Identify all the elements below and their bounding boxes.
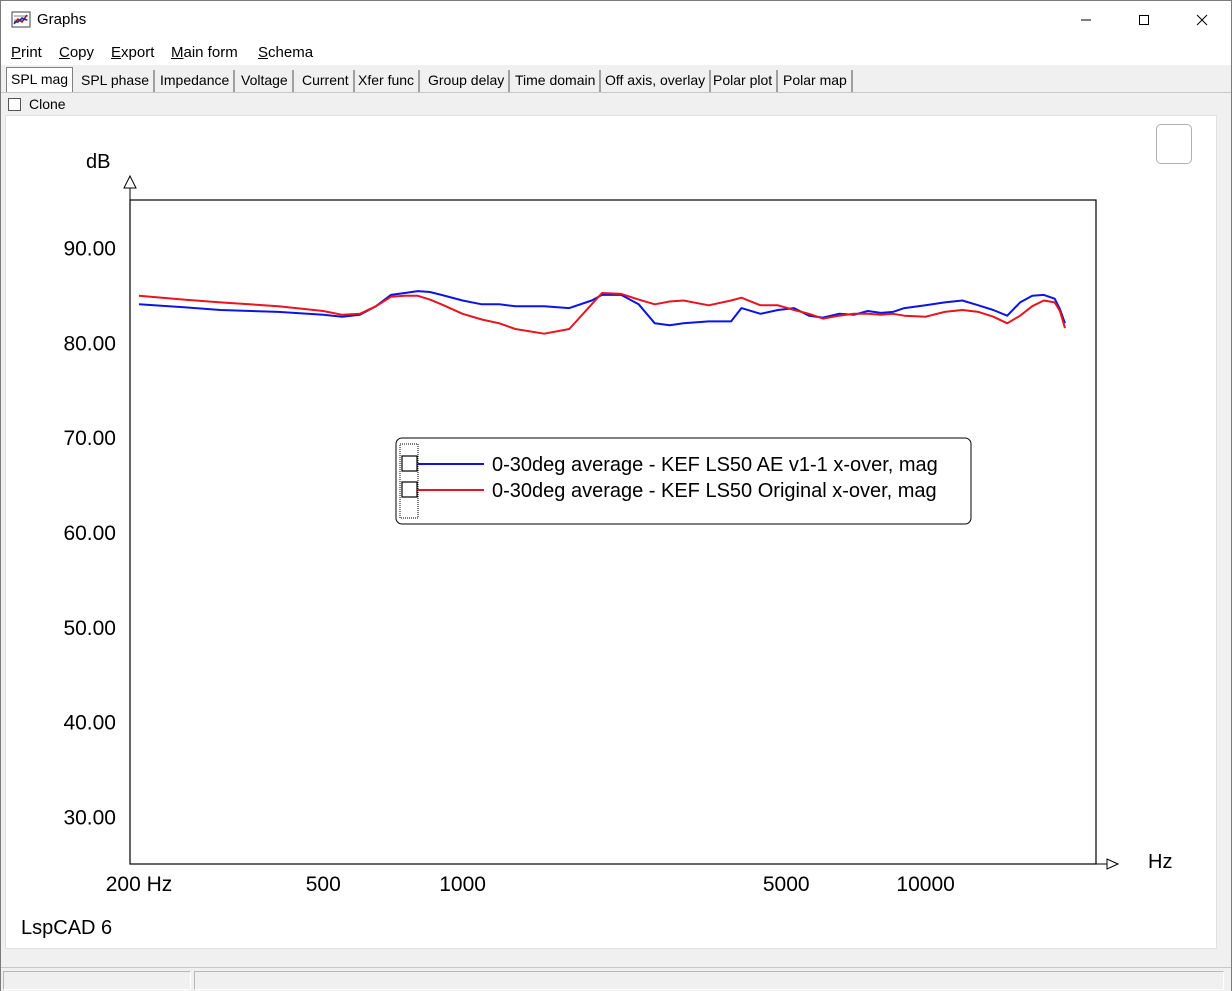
y-tick-label: 30.00	[63, 807, 116, 830]
y-tick-label: 70.00	[63, 427, 116, 450]
menu-schema[interactable]: Schema	[258, 44, 314, 61]
app-version-label: LspCAD 6	[21, 917, 112, 939]
right-edge	[1217, 115, 1231, 967]
series-lines	[138, 290, 1066, 335]
legend-entry-2: 0-30deg average - KEF LS50 Original x-ov…	[492, 480, 937, 502]
tab-time-domain[interactable]: Time domain	[511, 70, 602, 92]
title-bar[interactable]: Graphs	[1, 1, 1231, 39]
clone-label: Clone	[29, 96, 66, 112]
graph-options-box[interactable]	[1156, 124, 1192, 164]
x-tick-label: 500	[306, 873, 341, 896]
tab-spl-phase[interactable]: SPL phase	[77, 70, 155, 92]
menu-export[interactable]: Export	[111, 44, 155, 61]
graph-panel: dB Hz 30.00 40.00 50.00 60.00 70.00 80.00 90.00 2…	[5, 115, 1217, 949]
plot-frame	[129, 199, 1097, 865]
y-axis-label: dB	[86, 151, 110, 173]
x-axis-label: Hz	[1148, 851, 1172, 873]
tab-spl-mag[interactable]: SPL mag	[6, 67, 74, 92]
clone-row: Clone	[1, 93, 1231, 115]
y-tick-label: 90.00	[63, 237, 116, 260]
status-bar	[1, 967, 1231, 991]
graph-tabs: SPL mag SPL phase Impedance Voltage Curr…	[1, 65, 1231, 93]
y-tick-label: 60.00	[63, 522, 116, 545]
window-title: Graphs	[37, 11, 87, 28]
tab-current[interactable]: Current	[298, 70, 355, 92]
y-tick-label: 40.00	[63, 712, 116, 735]
legend-entry-1: 0-30deg average - KEF LS50 AE v1-1 x-ove…	[492, 454, 938, 476]
menu-copy[interactable]: Copy	[59, 44, 95, 61]
menu-print[interactable]: Print	[11, 44, 42, 61]
tab-polar-map[interactable]: Polar map	[779, 70, 853, 92]
minimize-button[interactable]	[1057, 1, 1115, 39]
legend-box	[395, 437, 972, 525]
legend-checkbox-2[interactable]	[401, 481, 418, 498]
minimize-icon	[1081, 19, 1091, 21]
tab-impedance[interactable]: Impedance	[156, 70, 236, 92]
series-line-1	[138, 290, 1066, 327]
menu-main-form[interactable]: Main form	[171, 44, 238, 61]
tab-xfer-func[interactable]: Xfer func	[354, 70, 421, 92]
x-tick-label: 10000	[896, 873, 954, 896]
y-axis-arrow-icon	[123, 174, 137, 189]
legend-focus-frame	[399, 443, 419, 519]
legend-checkbox-1[interactable]	[401, 455, 418, 472]
series-line-2	[138, 292, 1066, 335]
y-tick-label: 50.00	[63, 617, 116, 640]
tab-polar-plot[interactable]: Polar plot	[709, 70, 779, 92]
x-tick-label: 200 Hz	[106, 873, 173, 896]
axes	[123, 174, 1120, 870]
x-tick-label: 1000	[439, 873, 486, 896]
status-pane-left	[3, 971, 191, 990]
maximize-button[interactable]	[1115, 1, 1173, 39]
tab-off-axis-overlay[interactable]: Off axis, overlay	[601, 70, 712, 92]
clone-checkbox[interactable]	[8, 98, 21, 111]
status-pane-main	[194, 971, 1224, 990]
legend[interactable]: 0-30deg average - KEF LS50 AE v1-1 x-ove…	[395, 437, 972, 525]
close-button[interactable]	[1173, 1, 1231, 39]
tab-voltage[interactable]: Voltage	[237, 70, 294, 92]
tab-group-delay[interactable]: Group delay	[424, 70, 511, 92]
spl-magnitude-chart[interactable]: dB Hz 30.00 40.00 50.00 60.00 70.00 80.00 90.00 2…	[6, 116, 1218, 950]
menu-bar: Print Copy Export Main form Schema	[1, 39, 1231, 65]
y-tick-label: 80.00	[63, 332, 116, 355]
app-graph-icon	[11, 11, 31, 28]
x-axis-arrow-icon	[1106, 858, 1120, 870]
close-icon	[1196, 14, 1208, 26]
tick-labels: dB Hz 30.00 40.00 50.00 60.00 70.00 80.00 90.00 2…	[63, 151, 1172, 896]
x-tick-label: 5000	[763, 873, 810, 896]
maximize-icon	[1139, 15, 1149, 25]
